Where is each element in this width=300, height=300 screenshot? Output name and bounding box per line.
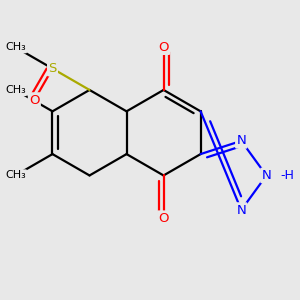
- Text: O: O: [158, 212, 169, 225]
- Text: S: S: [48, 62, 57, 75]
- Text: O: O: [29, 94, 40, 106]
- Text: N: N: [236, 203, 246, 217]
- Text: CH₃: CH₃: [5, 42, 26, 52]
- Text: -H: -H: [280, 169, 294, 182]
- Text: CH₃: CH₃: [5, 170, 26, 181]
- Text: CH₃: CH₃: [5, 85, 26, 95]
- Text: N: N: [262, 169, 271, 182]
- Text: O: O: [158, 41, 169, 54]
- Text: N: N: [236, 134, 246, 147]
